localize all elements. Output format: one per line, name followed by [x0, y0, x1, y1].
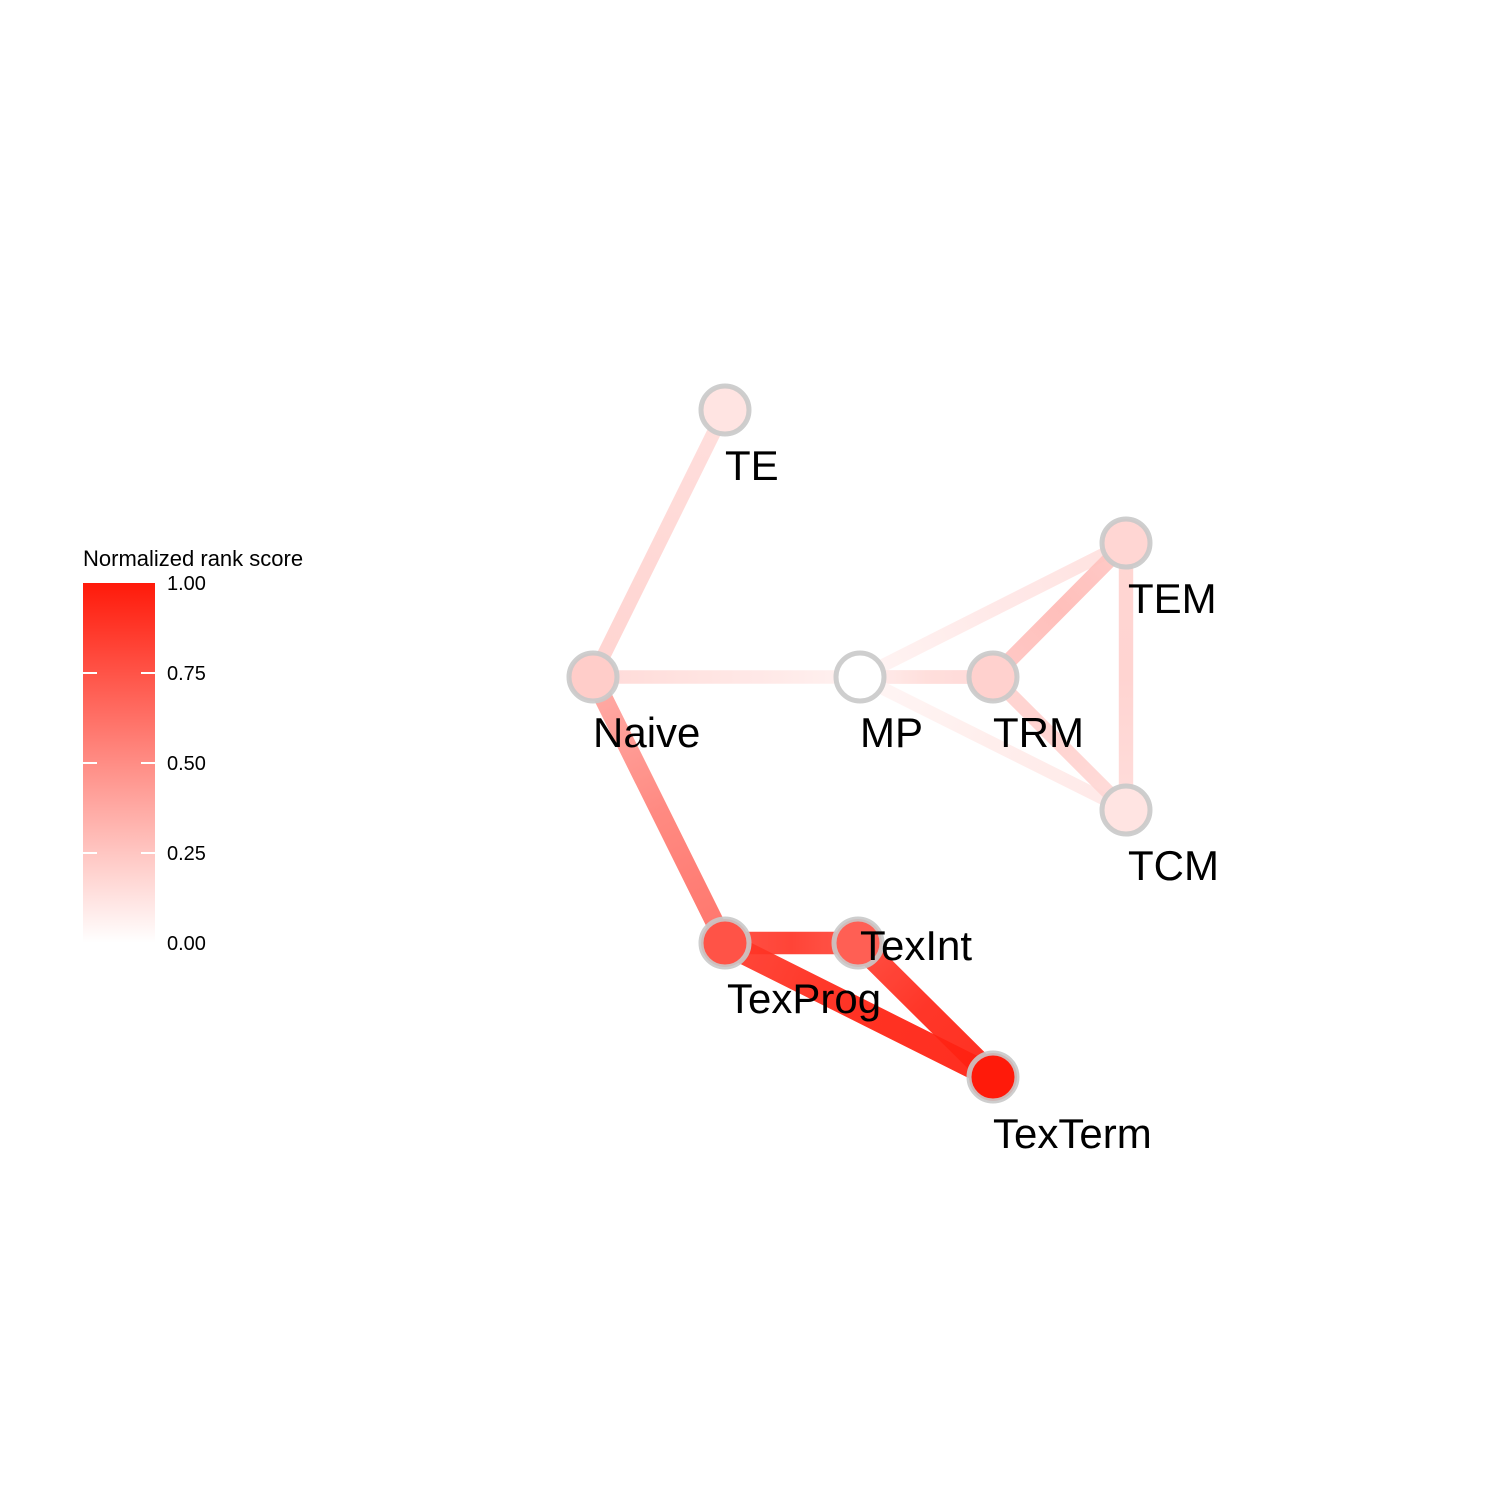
- edge-layer: [583, 402, 1134, 1089]
- node-label-Naive: Naive: [593, 709, 700, 756]
- node-label-TexProg: TexProg: [727, 975, 881, 1022]
- node-label-TexInt: TexInt: [860, 922, 972, 969]
- edge-MP-TCM: [853, 670, 1133, 817]
- legend-title: Normalized rank score: [83, 546, 303, 571]
- node-TEM: [1099, 516, 1153, 570]
- node-layer: [566, 383, 1153, 1104]
- legend-tick-label: 0.75: [167, 663, 206, 685]
- label-layer: TE Naive MP TRM TEM TCM TexProg TexInt TexTerm: [593, 442, 1219, 1157]
- node-TCM: [1099, 783, 1153, 837]
- node-TRM: [966, 650, 1020, 704]
- node-TE: [698, 383, 752, 437]
- edge-TRM-TEM: [985, 535, 1134, 685]
- node-TexInt: [831, 916, 885, 970]
- edge-Naive-TexProg: [583, 667, 735, 953]
- node-label-TexTerm: TexTerm: [993, 1110, 1152, 1157]
- node-label-TEM: TEM: [1128, 575, 1217, 622]
- node-label-MP: MP: [860, 709, 923, 756]
- edge-Naive-TE: [585, 402, 733, 685]
- edge-TexProg-TexTerm: [713, 931, 1005, 1089]
- legend-tick-label: 1.00: [167, 573, 206, 595]
- edge-MP-TEM: [853, 536, 1133, 684]
- edge-TRM-TCM: [985, 669, 1134, 818]
- node-TexTerm: [966, 1050, 1020, 1104]
- color-legend: Normalized rank score 1.00 0.75 0.50 0.25 0.…: [83, 546, 303, 955]
- legend-tick-label: 0.25: [167, 843, 206, 865]
- node-label-TRM: TRM: [993, 709, 1084, 756]
- node-TexProg: [698, 916, 752, 970]
- legend-ticks: 1.00 0.75 0.50 0.25 0.00: [83, 573, 206, 955]
- node-label-TCM: TCM: [1128, 842, 1219, 889]
- node-label-TE: TE: [725, 442, 779, 489]
- edge-TexInt-TexTerm: [846, 931, 1005, 1089]
- legend-tick-label: 0.50: [167, 753, 206, 775]
- node-MP: [833, 650, 887, 704]
- node-Naive: [566, 650, 620, 704]
- legend-tick-label: 0.00: [167, 933, 206, 955]
